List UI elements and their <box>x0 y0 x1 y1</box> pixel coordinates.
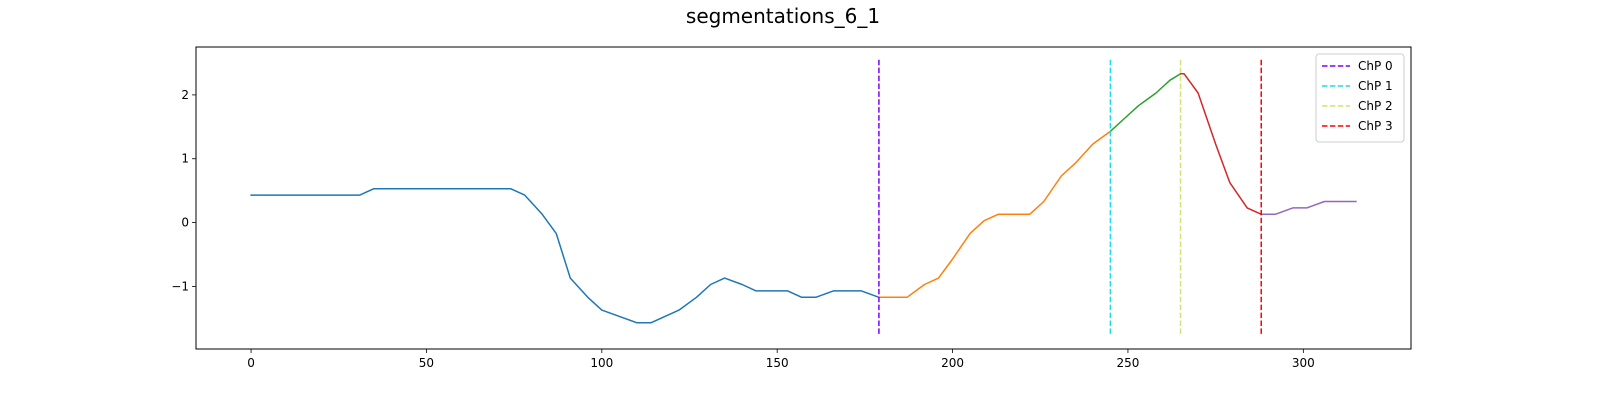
axis-ticks: 0 50 100 150 200 250 300 −1 0 1 2 <box>171 88 1314 370</box>
chart-title: segmentations_6_1 <box>686 4 880 28</box>
y-tick-label: 2 <box>181 88 189 102</box>
y-tick-label: 1 <box>181 152 189 166</box>
x-tick-label: 300 <box>1292 356 1315 370</box>
plot-area <box>250 59 1357 337</box>
x-tick-label: 100 <box>590 356 613 370</box>
legend: ChP 0 ChP 1 ChP 2 ChP 3 <box>1315 53 1405 143</box>
y-tick-label: −1 <box>171 279 189 293</box>
legend-label: ChP 1 <box>1358 79 1393 93</box>
x-tick-label: 150 <box>766 356 789 370</box>
series-line-0 <box>250 187 880 324</box>
x-tick-label: 50 <box>419 356 434 370</box>
legend-label: ChP 2 <box>1358 99 1393 113</box>
series-line-4 <box>1260 200 1357 216</box>
legend-label: ChP 3 <box>1358 119 1393 133</box>
x-tick-label: 250 <box>1116 356 1139 370</box>
legend-label: ChP 0 <box>1358 59 1393 73</box>
series-line-3 <box>1179 73 1263 216</box>
legend-box <box>1315 53 1405 143</box>
x-tick-label: 200 <box>941 356 964 370</box>
plot-frame <box>195 46 1412 350</box>
series-line-1 <box>878 130 1112 299</box>
y-tick-label: 0 <box>181 216 189 230</box>
x-tick-label: 0 <box>247 356 255 370</box>
series-line-2 <box>1109 72 1182 133</box>
